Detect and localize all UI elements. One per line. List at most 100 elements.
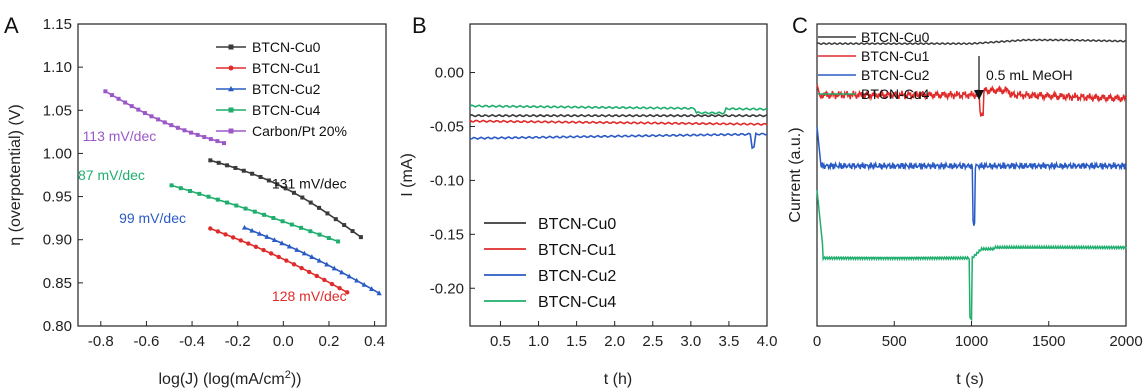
panel-a-frame xyxy=(77,23,387,327)
x-tick-label: -0.2 xyxy=(225,333,251,350)
data-point xyxy=(123,100,128,105)
y-tick-label: 1.00 xyxy=(43,145,72,162)
y-tick-label: 0.85 xyxy=(43,275,72,292)
data-point xyxy=(142,111,147,116)
data-point xyxy=(175,125,180,130)
y-tick-label: -0.15 xyxy=(430,226,464,243)
x-tick-label: 500 xyxy=(882,333,907,350)
panel-b-xlabel: t (h) xyxy=(604,371,632,388)
data-point xyxy=(241,224,248,230)
data-point xyxy=(149,114,154,119)
legend-label: BTCN-Cu1 xyxy=(861,48,930,64)
y-tick-label: 1.10 xyxy=(43,59,72,76)
data-point xyxy=(331,265,337,271)
data-point xyxy=(223,232,228,237)
slope-annotation: 87 mV/dec xyxy=(78,167,145,183)
series-line xyxy=(816,126,1127,226)
data-point xyxy=(361,281,367,287)
panel-c-legend: BTCN-Cu0 BTCN-Cu1 BTCN-Cu2 BTCN-Cu4 0.5 mL M… xyxy=(818,29,1073,102)
x-tick-label: 3.5 xyxy=(718,333,739,350)
data-point xyxy=(230,235,236,240)
methanol-annotation: 0.5 mL MeOH xyxy=(986,67,1073,83)
x-tick-label: 3.0 xyxy=(680,333,701,350)
y-tick-label: -0.05 xyxy=(430,118,464,135)
series-line xyxy=(210,159,362,238)
data-point xyxy=(202,135,207,140)
data-point xyxy=(326,236,331,241)
panel-a-ylabel: η (overpotential) (V) xyxy=(7,104,24,245)
legend-marker xyxy=(228,107,234,113)
series-line xyxy=(469,113,768,118)
data-point xyxy=(116,96,121,101)
x-tick-label: 1.0 xyxy=(528,333,549,350)
data-point xyxy=(322,277,327,283)
arrow-head xyxy=(974,90,984,100)
data-point xyxy=(238,238,243,243)
data-point xyxy=(215,229,221,234)
data-point xyxy=(156,117,161,122)
data-point xyxy=(188,188,193,193)
panel-a-legend: BTCN-Cu0 BTCN-Cu1 BTCN-Cu2 BTCN-Cu4 Carbon/P… xyxy=(216,39,347,139)
y-tick-label: 1.05 xyxy=(43,102,72,119)
data-point xyxy=(262,212,267,217)
data-point xyxy=(246,241,251,246)
data-point xyxy=(337,286,342,291)
data-point xyxy=(129,104,134,109)
data-point xyxy=(300,195,305,200)
data-point xyxy=(369,286,375,291)
data-point xyxy=(314,273,319,279)
series-line xyxy=(469,104,768,115)
y-tick-label: 1.15 xyxy=(43,16,72,33)
data-point xyxy=(268,251,274,256)
series-line xyxy=(816,38,1127,46)
data-point xyxy=(299,225,304,230)
data-point xyxy=(208,226,213,231)
panel-a: A -0.8 -0.6 -0.4 -0.2 0.0 0.2 0.4 0.80 0.85 0.90 0… xyxy=(4,13,387,388)
y-tick-label: 0.00 xyxy=(435,65,464,82)
data-point xyxy=(216,160,221,165)
panel-b-ticks: 0.5 1.0 1.5 2.0 2.5 3.0 3.5 4.0 0.00 -0.05 -0.10 -0… xyxy=(430,65,778,350)
series-line xyxy=(469,119,768,126)
data-point xyxy=(308,200,313,205)
data-point xyxy=(280,219,285,224)
data-point xyxy=(299,265,304,271)
panel-a-series xyxy=(103,89,382,296)
panel-b-series xyxy=(469,104,768,150)
data-point xyxy=(243,206,248,211)
panel-c-series xyxy=(816,38,1127,322)
panel-b-ylabel: I (mA) xyxy=(399,153,416,197)
data-point xyxy=(178,186,183,191)
data-point xyxy=(225,200,230,205)
data-point xyxy=(258,174,263,179)
legend-label: Carbon/Pt 20% xyxy=(252,123,347,139)
data-point xyxy=(333,217,338,222)
data-point xyxy=(264,234,270,239)
data-point xyxy=(233,165,238,170)
data-point xyxy=(195,132,200,137)
data-point xyxy=(325,211,330,216)
data-point xyxy=(291,190,296,195)
x-tick-label: -0.6 xyxy=(134,333,160,350)
data-point xyxy=(317,205,322,210)
x-tick-label: 1500 xyxy=(1032,333,1065,350)
legend-marker xyxy=(228,128,234,134)
x-tick-label: 0 xyxy=(813,333,821,350)
panel-c-label: C xyxy=(792,13,808,38)
data-point xyxy=(266,178,271,183)
data-point xyxy=(250,171,255,176)
data-point xyxy=(208,137,213,142)
data-point xyxy=(261,247,266,253)
data-point xyxy=(222,141,227,146)
panel-c-xlabel: t (s) xyxy=(956,371,984,388)
x-tick-label: 0.4 xyxy=(364,333,385,350)
data-point xyxy=(306,269,312,275)
x-tick-label: 1.5 xyxy=(566,333,587,350)
data-point xyxy=(215,197,220,202)
data-point xyxy=(350,229,355,234)
legend-label: BTCN-Cu1 xyxy=(538,242,616,259)
data-point xyxy=(354,277,360,283)
legend-marker xyxy=(228,65,234,71)
x-tick-label: 2000 xyxy=(1109,333,1142,350)
legend-marker xyxy=(228,86,234,92)
data-point xyxy=(301,250,307,256)
